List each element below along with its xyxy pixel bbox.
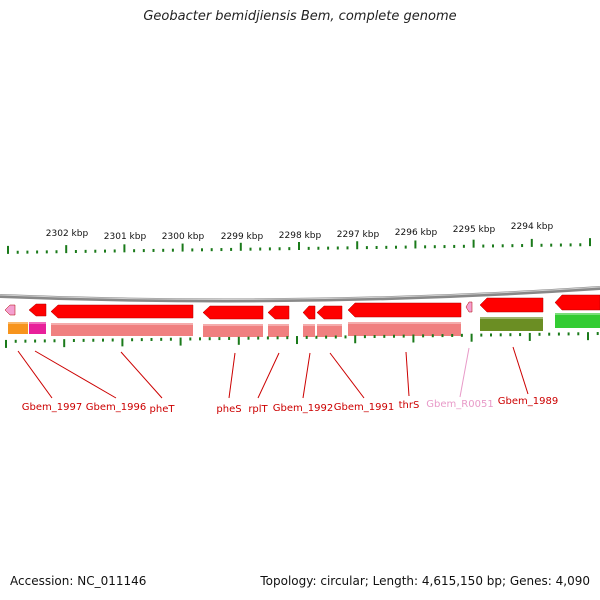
category-bar-rplT bbox=[268, 324, 289, 337]
cds-arrow-gbem-1991 bbox=[316, 305, 343, 320]
gene-label[interactable]: thrS bbox=[399, 400, 420, 411]
category-bar-thrS-sheen bbox=[348, 322, 461, 324]
callout-line bbox=[228, 352, 236, 399]
category-bar-gbem-1991 bbox=[317, 324, 342, 337]
callout-line bbox=[120, 351, 163, 399]
kbp-label: 2298 kbp bbox=[279, 231, 322, 241]
gene-label[interactable]: Gbem_R0051 bbox=[426, 399, 493, 410]
category-bar-rplT-sheen bbox=[268, 324, 289, 326]
cds-arrow-gbem-1989 bbox=[479, 297, 544, 313]
feature-track bbox=[4, 294, 600, 337]
kbp-label: 2294 kbp bbox=[511, 222, 554, 232]
gene-label[interactable]: pheT bbox=[150, 404, 176, 415]
kbp-label: 2300 kbp bbox=[162, 232, 205, 242]
category-bar-olive-sheen bbox=[480, 317, 543, 319]
kbp-label: 2296 kbp bbox=[395, 228, 438, 238]
rna-arrow bbox=[4, 304, 16, 316]
category-bar-pheT-sheen bbox=[51, 323, 193, 325]
category-bar-pheS-sheen bbox=[203, 324, 263, 326]
callout-line bbox=[257, 352, 280, 399]
kbp-label: 2301 kbp bbox=[104, 232, 147, 242]
category-bar-gbem-1991-sheen bbox=[317, 324, 342, 326]
cds-arrow-next bbox=[554, 294, 600, 311]
category-bar-orange-sheen bbox=[8, 322, 28, 324]
category-bar-orange bbox=[8, 322, 28, 334]
category-bar-pheS bbox=[203, 324, 263, 337]
category-bar-thrS bbox=[348, 322, 461, 336]
gene-label[interactable]: Gbem_1989 bbox=[498, 396, 558, 407]
category-bar-green-sheen bbox=[555, 313, 600, 315]
category-bar-magenta-sheen bbox=[29, 322, 46, 324]
upper-tick-row bbox=[7, 238, 591, 254]
genome-title: Geobacter bemidjiensis Bem, complete gen… bbox=[143, 9, 457, 24]
genome-summary-text: Topology: circular; Length: 4,615,150 bp… bbox=[260, 574, 590, 588]
callout-line bbox=[512, 346, 529, 395]
kbp-label: 2297 kbp bbox=[337, 230, 380, 240]
callout-line bbox=[459, 347, 470, 398]
category-bar-gbem-1992-sheen bbox=[303, 324, 315, 326]
category-bar-gbem-1992 bbox=[303, 324, 315, 337]
cds-arrow-pheS bbox=[202, 305, 264, 320]
gene-label[interactable]: Gbem_1997 bbox=[22, 402, 82, 413]
cds-arrow-thrS bbox=[347, 302, 462, 318]
cds-arrow-gbem-1997 bbox=[28, 303, 47, 317]
gene-callouts: Gbem_1997 Gbem_1996 pheT pheS rplT Gbem_1992 G… bbox=[17, 346, 558, 415]
callout-line bbox=[405, 351, 410, 397]
gene-label[interactable]: pheS bbox=[216, 404, 241, 415]
kbp-label: 2295 kbp bbox=[453, 225, 496, 235]
kbp-label: 2302 kbp bbox=[46, 229, 89, 239]
gene-label[interactable]: Gbem_1996 bbox=[86, 402, 146, 413]
accession-text: Accession: NC_011146 bbox=[10, 574, 147, 588]
lower-tick-row bbox=[5, 332, 599, 348]
category-bar-green bbox=[555, 313, 600, 328]
cds-arrow-pheT bbox=[50, 304, 194, 319]
category-bar-pheT bbox=[51, 323, 193, 336]
callout-line bbox=[34, 350, 117, 399]
kbp-label-row: 2302 kbp 2301 kbp 2300 kbp 2299 kbp 2298 kbp… bbox=[46, 222, 554, 242]
callout-line bbox=[17, 350, 53, 399]
kbp-label: 2299 kbp bbox=[221, 232, 264, 242]
gene-label[interactable]: rplT bbox=[248, 404, 268, 415]
genome-backbone bbox=[0, 286, 600, 303]
callout-line bbox=[329, 352, 365, 399]
cds-arrow-rplT bbox=[267, 305, 290, 320]
category-bar-magenta bbox=[29, 322, 46, 334]
gene-label[interactable]: Gbem_1991 bbox=[334, 402, 394, 413]
genome-backbone-highlight bbox=[0, 286, 600, 300]
rna-arrow-gbem-r0051 bbox=[465, 301, 473, 313]
gene-label[interactable]: Gbem_1992 bbox=[273, 403, 333, 414]
category-bar-olive bbox=[480, 317, 543, 331]
cds-arrow-gbem-1992 bbox=[302, 305, 316, 320]
callout-line bbox=[302, 352, 311, 399]
